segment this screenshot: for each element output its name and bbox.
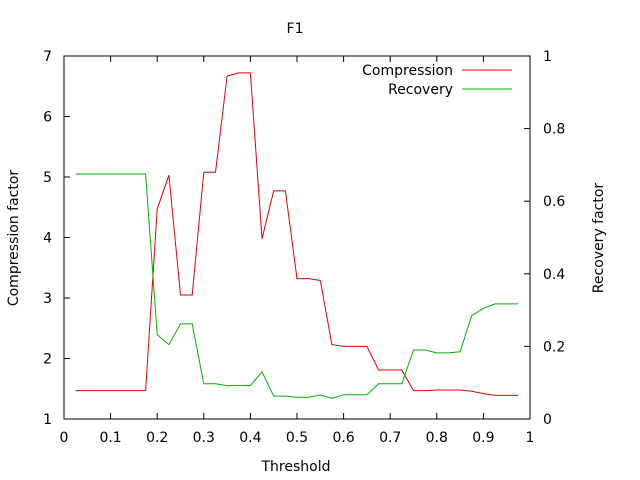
series-line-recovery	[75, 173, 519, 399]
x-axis-label: Threshold	[261, 459, 331, 475]
y-tick-label: 6	[43, 110, 52, 126]
y2-axis-label: Recovery factor	[591, 183, 607, 294]
y-axis-label: Compression factor	[6, 170, 22, 307]
y2-tick-label: 0.4	[543, 267, 565, 283]
legend-label-recovery: Recovery	[388, 82, 453, 98]
y2-tick-label: 1	[543, 49, 552, 65]
x-tick-label: 0.2	[146, 430, 168, 446]
y2-tick-label: 0	[543, 412, 552, 428]
x-tick-label: 0.6	[332, 430, 354, 446]
y-tick-label: 3	[43, 291, 52, 307]
y-tick-label: 2	[43, 352, 52, 368]
y-tick-label: 1	[43, 412, 52, 428]
y-tick-label: 7	[43, 49, 52, 65]
x-tick-label: 0.4	[239, 430, 261, 446]
y2-tick-label: 0.6	[543, 194, 565, 210]
x-tick-label: 0	[60, 430, 69, 446]
x-tick-label: 0.5	[286, 430, 308, 446]
legend-label-compression: Compression	[362, 63, 453, 79]
x-tick-label: 0.3	[193, 430, 215, 446]
x-tick-label: 1	[526, 430, 535, 446]
series-group	[75, 72, 519, 399]
x-tick-label: 0.1	[99, 430, 121, 446]
series-line-compression	[75, 72, 519, 396]
axis-ticks: 0 0.1 0.2 0.3 0.4 0.5 0.6 0.7 0.8 0.9 1 1 2 3 4 5 6 7 0 0.2…	[43, 49, 565, 446]
y-tick-label: 4	[43, 231, 52, 247]
chart-title: F1	[287, 21, 304, 37]
x-tick-label: 0.9	[472, 430, 494, 446]
x-tick-label: 0.7	[379, 430, 401, 446]
x-tick-label: 0.8	[426, 430, 448, 446]
y2-tick-label: 0.8	[543, 122, 565, 138]
legend: Compression Recovery	[362, 63, 512, 98]
plot-frame	[63, 55, 531, 420]
y2-tick-label: 0.2	[543, 339, 565, 355]
y-tick-label: 5	[43, 170, 52, 186]
